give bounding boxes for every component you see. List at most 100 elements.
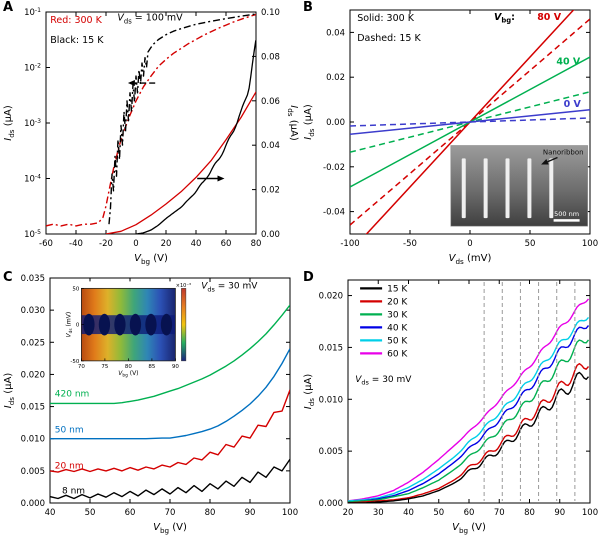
series-300-k-linear [105, 91, 256, 234]
series-group [350, 10, 590, 234]
inset-y-label: Vds (mV) [65, 312, 74, 338]
x-tick-label: -50 [403, 239, 417, 249]
x-tick-label: 50 [85, 508, 96, 518]
x-tick-label: 90 [554, 508, 565, 518]
svg-text:50: 50 [72, 286, 79, 292]
series-50-nm [50, 348, 290, 440]
nanoribbon-shape [549, 158, 554, 219]
x-tick-label: 50 [525, 239, 536, 249]
annotation-text: 420 nm [55, 390, 90, 400]
x-tick-label: 40 [403, 508, 414, 518]
series-60-k [348, 298, 590, 502]
x-axis-label: Vds (mV) [449, 253, 492, 266]
x-tick-label: -40 [69, 239, 83, 249]
nanoribbon-shape [527, 158, 532, 219]
series-15-k-log [108, 13, 256, 225]
x-axis-label: Vbg (V) [153, 522, 187, 535]
series-20-nm [50, 389, 290, 473]
annotation-text: 40 V [556, 57, 581, 68]
annotation-arrow [547, 156, 558, 163]
series-50-k [348, 316, 590, 502]
legend-label: 20 K [387, 298, 408, 308]
svg-text:90: 90 [172, 364, 179, 370]
nanoribbon-shape [483, 158, 488, 219]
scale-bar [553, 219, 580, 222]
y-tick-label: 0.005 [21, 467, 45, 477]
series-group [348, 298, 590, 503]
nanoribbon-shape [461, 158, 466, 219]
legend-label: 15 K [387, 285, 408, 295]
y-tick-label: 10-1 [24, 7, 41, 18]
series-30-k [348, 339, 590, 503]
panel-b: B -100 -50 0 50 100 Vds (mV) -0.04 -0.02 0.00 0.0… [300, 0, 600, 270]
panel-c-label: C [3, 270, 13, 285]
series-0-v-15-k [350, 117, 590, 127]
panel-d: D 20 30 40 50 60 70 80 90 100 Vbg (V) 0.000 0.005 0.… [300, 270, 600, 539]
nanoribbon-shape [505, 158, 510, 219]
x-tick-label: 40 [45, 508, 56, 518]
legend-label: 50 K [387, 337, 408, 347]
y-tick-label: 10-3 [24, 118, 41, 129]
annotation-text: 8 nm [62, 486, 85, 496]
colorbar-label: ×10⁻³ [176, 283, 191, 289]
series-group [50, 304, 290, 500]
series-15-k-linear [135, 40, 256, 234]
annotation-text: 50 nm [55, 426, 84, 436]
annotation-text: 0 V [564, 99, 582, 110]
annotation-text: Dashed: 15 K [357, 33, 421, 44]
inset-x-label: Vbg (V) [118, 370, 138, 379]
x-tick-label: 90 [245, 508, 256, 518]
y-axis-label: Ids (µA) [3, 105, 16, 141]
x-tick-label: 80 [524, 508, 535, 518]
panel-a-label: A [3, 0, 14, 15]
annotation-text: Vds = 30 mV [201, 282, 258, 294]
series-300-k-log [46, 13, 256, 227]
series-15-k [348, 371, 590, 503]
annotation-text: Vbg: [494, 12, 515, 25]
svg-text:85: 85 [148, 364, 155, 370]
x-tick-label: 0 [467, 239, 472, 249]
y-tick-label: 0.015 [319, 343, 343, 353]
svg-text:70: 70 [78, 364, 85, 370]
legend: 15 K 20 K 30 K 40 K 50 K 60 K [360, 285, 408, 360]
x-tick-label: 80 [205, 508, 216, 518]
y-tick-label: 0.035 [21, 274, 45, 284]
x-tick-label: -20 [99, 239, 113, 249]
y2-tick-label: 0.10 [261, 8, 280, 18]
y-tick-label: 0.020 [319, 292, 343, 302]
y-tick-label: 0.005 [319, 447, 343, 457]
y-axis-label: Ids (µA) [3, 373, 16, 409]
y2-tick-label: 0.00 [261, 230, 280, 240]
panel-b-label: B [303, 0, 313, 15]
series-8-nm [50, 458, 290, 500]
panel-a: A -60 -40 -20 0 20 40 60 80 Vbg (V) 10-5 10-4 10-3 1… [0, 0, 300, 270]
x-axis-label: Vbg (V) [134, 253, 168, 266]
x-tick-label: 60 [221, 239, 232, 249]
legend-label: 60 K [387, 350, 408, 360]
x-tick-label: 100 [282, 508, 298, 518]
legend-label: 30 K [387, 311, 408, 321]
y-tick-label: 0.010 [21, 435, 45, 445]
svg-text:75: 75 [101, 364, 108, 370]
y-tick-label: 0.010 [319, 395, 343, 405]
legend-label: 40 K [387, 324, 408, 334]
chart-a-transfer-curves: -60 -40 -20 0 20 40 60 80 Vbg (V) 10-5 10-4 10-3 10-… [3, 7, 299, 266]
y-axis-label: Ids (µA) [303, 374, 316, 410]
annotation-text: Vds = 100 mV [117, 13, 183, 26]
series-group [46, 13, 256, 234]
sem-nanoribbon-inset: Nanoribbon 500 nm [450, 145, 588, 227]
x-tick-label: 60 [125, 508, 136, 518]
x-tick-label: 60 [464, 508, 475, 518]
annotation-text: Solid: 300 K [357, 13, 415, 24]
y-tick-label: 0.025 [21, 338, 45, 348]
y2-tick-label: 0.06 [261, 97, 280, 107]
x-axis-label: Vbg (V) [452, 522, 486, 535]
annotation-text: 80 V [537, 12, 562, 23]
x-tick-label: 30 [373, 508, 384, 518]
x-tick-label: -60 [39, 239, 53, 249]
y2-tick-label: 0.08 [261, 52, 280, 62]
chart-b-output-curves: -100 -50 0 50 100 Vds (mV) -0.04 -0.02 0.00 0.02 0… [303, 9, 598, 266]
x-tick-label: 50 [433, 508, 444, 518]
